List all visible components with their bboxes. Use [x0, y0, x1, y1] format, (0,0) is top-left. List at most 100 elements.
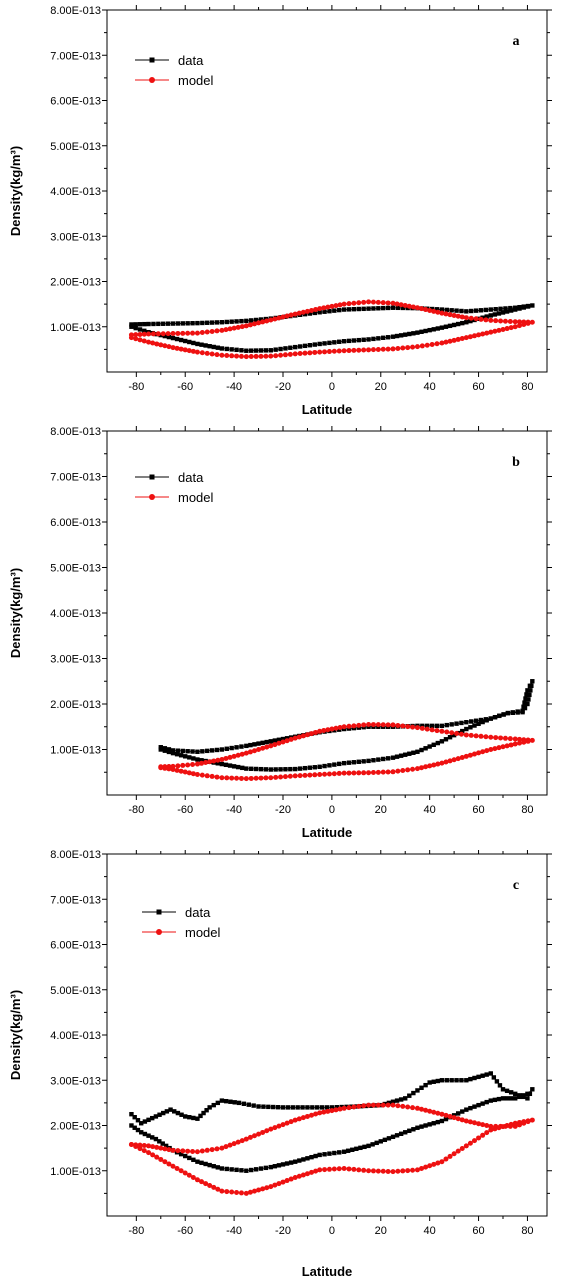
x-tick-label: 0 — [329, 1225, 335, 1237]
data-point — [322, 763, 327, 769]
data-point — [435, 740, 441, 746]
data-point — [158, 342, 164, 348]
data-point — [313, 1111, 319, 1117]
data-point — [370, 299, 376, 305]
data-point — [469, 719, 474, 724]
data-point — [459, 336, 465, 342]
data-point — [500, 326, 506, 332]
legend-marker-model — [149, 494, 155, 500]
data-point — [419, 725, 425, 731]
data-point — [238, 775, 244, 781]
data-point — [146, 1150, 152, 1156]
chart-panel-a: 1.00E-013 2.00E-013 3.00E-013 4.00E-013 5.00… — [0, 0, 561, 425]
data-point — [449, 722, 454, 727]
x-axis-title: Latitude — [302, 1264, 353, 1279]
data-point — [471, 333, 477, 339]
data-point — [500, 744, 506, 750]
data-point — [351, 347, 357, 353]
data-point — [215, 757, 221, 763]
data-point — [292, 735, 298, 741]
y-tick-label: 8.00E-013 — [50, 426, 101, 438]
data-point — [341, 348, 347, 354]
data-point — [410, 766, 416, 772]
data-point — [478, 316, 484, 322]
data-point — [249, 766, 254, 771]
x-tick-label: 40 — [424, 381, 436, 393]
data-point — [451, 757, 457, 763]
data-point — [170, 1163, 176, 1169]
data-point — [459, 1117, 465, 1123]
data-point — [517, 736, 522, 742]
data-point — [427, 1122, 432, 1127]
data-point — [484, 1123, 490, 1128]
data-point — [439, 1078, 445, 1083]
data-point — [361, 337, 366, 342]
data-point — [137, 1146, 143, 1152]
data-point — [525, 1096, 530, 1101]
data-point — [356, 1103, 362, 1109]
data-point — [170, 748, 176, 753]
data-point — [199, 772, 205, 778]
data-point — [386, 1136, 392, 1141]
data-point — [231, 1141, 237, 1147]
data-point — [395, 345, 401, 351]
data-point — [260, 740, 265, 746]
data-point — [263, 1165, 269, 1171]
data-point — [244, 1168, 249, 1173]
data-point — [284, 738, 290, 744]
data-point — [471, 1120, 477, 1126]
data-point — [253, 766, 259, 772]
data-point — [264, 744, 270, 750]
data-point — [227, 1142, 233, 1148]
data-point — [431, 762, 437, 768]
data-point — [370, 722, 376, 728]
data-point — [162, 1146, 168, 1152]
data-point — [341, 770, 347, 776]
data-point — [307, 772, 313, 778]
data-point — [256, 1187, 262, 1193]
data-point — [403, 1130, 408, 1135]
data-point — [351, 300, 357, 306]
data-point — [260, 1186, 266, 1192]
y-axis-title: Density(kg/m³) — [8, 146, 23, 236]
data-point — [504, 1088, 510, 1094]
data-point — [354, 1146, 359, 1152]
data-point — [158, 1156, 164, 1162]
data-point — [375, 1168, 381, 1174]
data-point — [385, 756, 391, 761]
data-point — [224, 319, 229, 325]
data-point — [201, 1110, 206, 1116]
data-point — [258, 317, 264, 322]
data-point — [378, 1139, 383, 1144]
data-point — [361, 770, 367, 776]
x-tick-label: 80 — [521, 804, 533, 816]
data-point — [529, 1117, 535, 1123]
data-point — [368, 1103, 374, 1108]
x-tick-label: 60 — [472, 381, 484, 393]
data-point — [249, 348, 254, 353]
data-point — [459, 754, 465, 760]
data-point — [337, 725, 343, 731]
data-point — [185, 321, 190, 326]
data-point — [146, 1133, 151, 1138]
data-point — [496, 1096, 502, 1102]
data-point — [480, 1073, 485, 1078]
data-point — [480, 1122, 486, 1128]
data-point — [268, 739, 273, 744]
data-point — [235, 764, 241, 770]
data-point — [322, 309, 327, 314]
data-point — [139, 1121, 144, 1126]
data-point — [162, 1159, 168, 1165]
data-point — [312, 342, 317, 347]
data-point — [174, 336, 180, 342]
legend-marker-data — [156, 909, 162, 915]
data-point — [390, 1099, 396, 1104]
data-point — [276, 1123, 282, 1129]
data-point — [186, 770, 192, 776]
data-point — [337, 1150, 342, 1155]
data-point — [500, 310, 506, 315]
data-point — [400, 723, 406, 729]
data-point — [322, 341, 327, 346]
data-point — [260, 319, 266, 325]
data-point — [272, 742, 278, 748]
